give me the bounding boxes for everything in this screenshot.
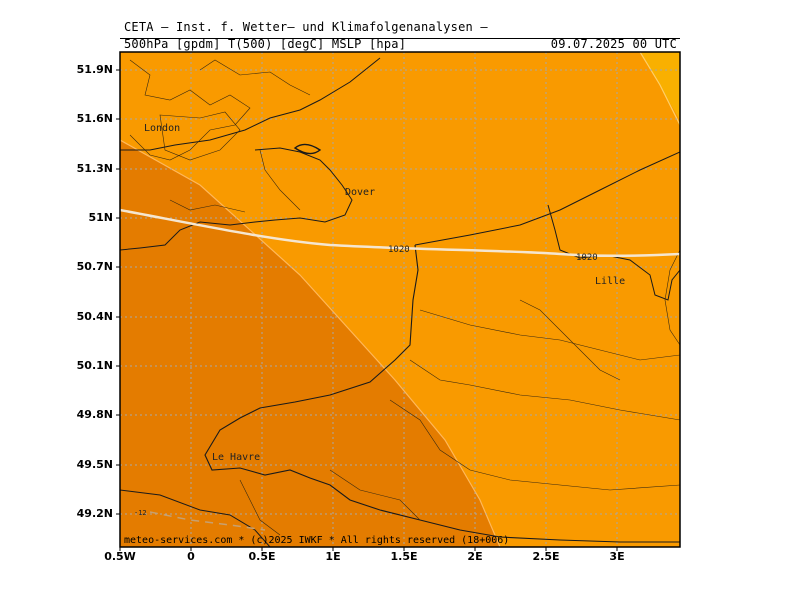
isobar-1020 — [120, 208, 680, 258]
lon-label: 2E — [467, 550, 483, 563]
lat-label: 50.7N — [76, 260, 113, 273]
place-label-london: London — [144, 123, 181, 134]
lat-label: 51.3N — [76, 162, 113, 175]
place-label-le-havre: Le Havre — [212, 452, 261, 463]
parameter-legend: 500hPa [gpdm] T(500) [degC] MSLP [hpa] — [124, 37, 407, 51]
valid-time: 09.07.2025 00 UTC — [550, 37, 677, 51]
lat-label: 49.2N — [76, 507, 113, 520]
graticule — [120, 52, 680, 547]
lon-label: 2.5E — [532, 550, 560, 563]
isobar-label: 1020 — [576, 253, 598, 263]
lat-label: 51N — [88, 211, 113, 224]
cold-temperature-band — [120, 140, 500, 547]
temperature-contour — [120, 139, 501, 547]
copyright-credit: meteo-services.com * (c)2025 IWKF * All … — [124, 535, 510, 546]
lon-label: 1E — [325, 550, 341, 563]
lat-label: 51.6N — [76, 112, 113, 125]
map-frame — [119, 51, 681, 548]
lon-label: 1.5E — [390, 550, 418, 563]
lon-label: 0.5E — [248, 550, 276, 563]
temperature-label: -12 — [134, 509, 147, 517]
coastlines — [120, 52, 680, 547]
header-rule — [120, 38, 680, 52]
lat-label: 49.8N — [76, 408, 113, 421]
isobar-label: 1020 — [388, 245, 410, 255]
lat-label: 49.5N — [76, 458, 113, 471]
lat-label: 51.9N — [76, 63, 113, 76]
lon-label: 3E — [609, 550, 625, 563]
isobar-dashed — [149, 511, 266, 531]
temperature-contour — [639, 52, 680, 126]
admin-boundaries — [129, 59, 680, 536]
lon-label: 0 — [187, 550, 195, 563]
lat-label: 50.1N — [76, 359, 113, 372]
chart-title: CETA — Inst. f. Wetter— und Klimafolgena… — [124, 20, 488, 34]
lon-label: 0.5W — [104, 550, 136, 563]
place-label-dover: Dover — [345, 187, 376, 198]
lat-label: 50.4N — [76, 310, 113, 323]
axis-ticks — [116, 69, 618, 551]
place-label-lille: Lille — [595, 276, 626, 287]
